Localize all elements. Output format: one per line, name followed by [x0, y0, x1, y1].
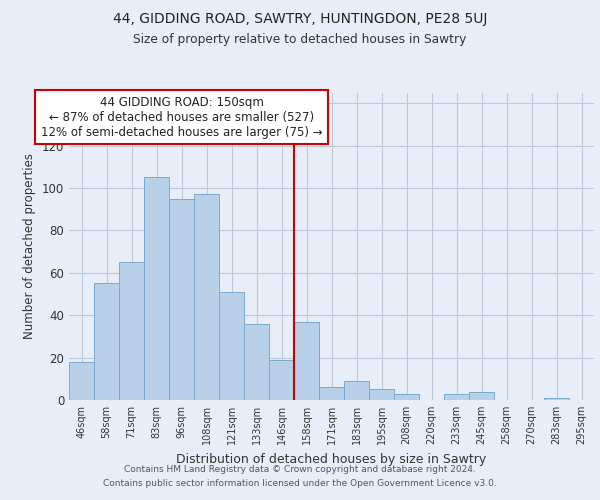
Text: 44 GIDDING ROAD: 150sqm
← 87% of detached houses are smaller (527)
12% of semi-d: 44 GIDDING ROAD: 150sqm ← 87% of detache…: [41, 96, 322, 138]
Bar: [219, 292, 244, 400]
Text: 44, GIDDING ROAD, SAWTRY, HUNTINGDON, PE28 5UJ: 44, GIDDING ROAD, SAWTRY, HUNTINGDON, PE…: [113, 12, 487, 26]
Bar: [394, 394, 419, 400]
Bar: [244, 324, 269, 400]
Bar: [169, 198, 194, 400]
Text: Size of property relative to detached houses in Sawtry: Size of property relative to detached ho…: [133, 32, 467, 46]
Bar: [444, 394, 469, 400]
Bar: [369, 390, 394, 400]
Bar: [544, 398, 569, 400]
Bar: [94, 284, 119, 400]
Bar: [344, 381, 369, 400]
Bar: [469, 392, 494, 400]
Bar: [269, 360, 294, 400]
X-axis label: Distribution of detached houses by size in Sawtry: Distribution of detached houses by size …: [176, 452, 487, 466]
Bar: [294, 322, 319, 400]
Bar: [144, 178, 169, 400]
Y-axis label: Number of detached properties: Number of detached properties: [23, 153, 36, 339]
Bar: [194, 194, 219, 400]
Bar: [69, 362, 94, 400]
Text: Contains HM Land Registry data © Crown copyright and database right 2024.
Contai: Contains HM Land Registry data © Crown c…: [103, 466, 497, 487]
Bar: [319, 388, 344, 400]
Bar: [119, 262, 144, 400]
